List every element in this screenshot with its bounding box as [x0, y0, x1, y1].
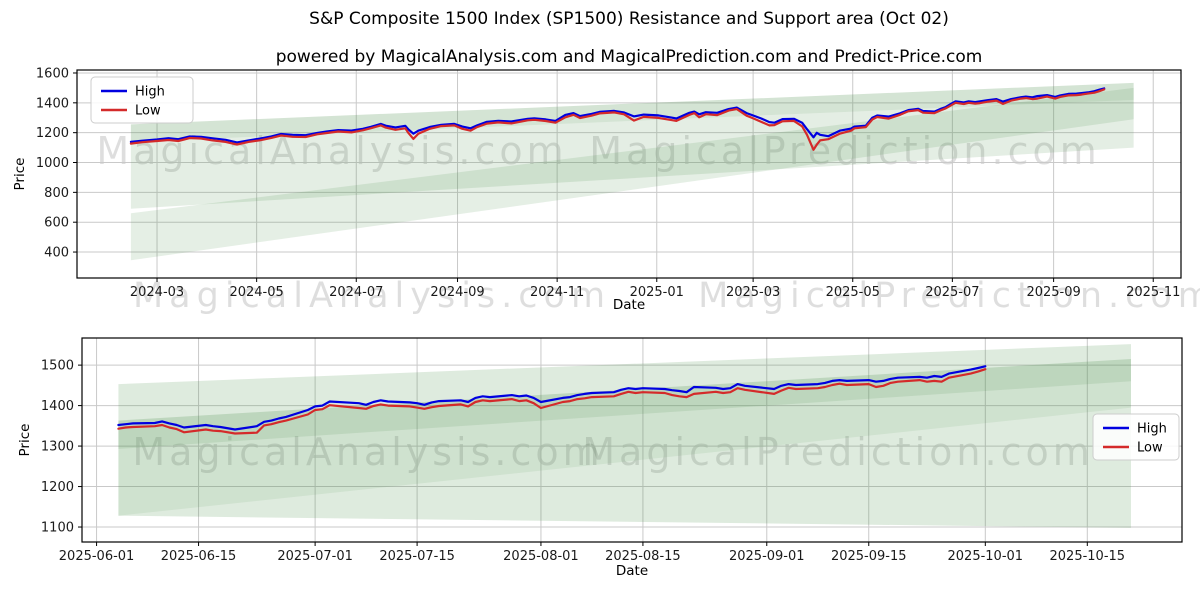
figure-subtitle: powered by MagicalAnalysis.com and Magic… [275, 47, 983, 67]
support-resistance-band [130, 82, 1134, 142]
bottom-chart-xlabel: Date [615, 563, 649, 579]
y-tick-label: 1600 [36, 66, 69, 81]
support-resistance-band [130, 87, 1134, 261]
support-resistance-band [130, 99, 1134, 209]
x-tick-label: 2025-10-15 [1050, 549, 1126, 564]
y-tick-label: 1200 [41, 480, 74, 495]
x-tick-label: 2024-03 [130, 285, 184, 300]
x-tick-label: 2025-01 [630, 285, 684, 300]
x-tick-label: 2025-07-01 [277, 549, 353, 564]
legend-label: High [135, 85, 165, 100]
x-tick-label: 2025-09-01 [729, 549, 805, 564]
x-tick-label: 2025-07 [925, 285, 979, 300]
low-line [129, 88, 1106, 151]
x-tick-label: 2025-11 [1126, 285, 1180, 300]
x-tick-label: 2025-08-15 [605, 549, 681, 564]
x-tick-label: 2024-07 [329, 285, 383, 300]
x-tick-label: 2024-05 [229, 285, 283, 300]
watermark-prediction-middle: MagicalPrediction.com [698, 276, 1200, 316]
low-line [117, 368, 987, 435]
watermark-prediction-bottom: MagicalPrediction.com [582, 430, 1094, 474]
plot-border [81, 337, 1183, 543]
watermark-analysis-bottom: MagicalAnalysis.com [132, 430, 604, 474]
y-tick-label: 1500 [41, 359, 74, 374]
y-tick-label: 800 [44, 186, 69, 201]
legend-box [1092, 413, 1180, 461]
x-tick-label: 2025-09-15 [831, 549, 907, 564]
watermark-prediction-top: MagicalPrediction.com [589, 129, 1101, 173]
x-tick-label: 2025-06-15 [161, 549, 237, 564]
legend-label: High [1137, 422, 1167, 437]
legend-label: Low [1137, 441, 1163, 456]
x-tick-label: 2024-09 [430, 285, 484, 300]
x-tick-label: 2025-07-15 [379, 549, 455, 564]
x-tick-label: 2025-03 [726, 285, 780, 300]
watermark-analysis-middle: MagicalAnalysis.com [132, 276, 612, 316]
high-line [117, 365, 987, 431]
support-resistance-band [118, 344, 1132, 528]
y-tick-label: 600 [44, 216, 69, 231]
y-tick-label: 1200 [36, 126, 69, 141]
bottom-chart-ylabel: Price [17, 423, 33, 457]
y-tick-label: 1100 [41, 521, 74, 536]
y-tick-label: 1400 [36, 96, 69, 111]
top-chart-xlabel: Date [612, 297, 646, 313]
high-line [129, 87, 1106, 144]
y-tick-label: 1000 [36, 156, 69, 171]
plot-border [76, 69, 1182, 279]
x-tick-label: 2025-09 [1026, 285, 1080, 300]
legend-box [90, 76, 194, 124]
x-tick-label: 2024-11 [530, 285, 584, 300]
y-tick-label: 1400 [41, 399, 74, 414]
x-tick-label: 2025-05 [826, 285, 880, 300]
support-resistance-band [118, 381, 1132, 516]
watermark-analysis-top: MagicalAnalysis.com [96, 129, 568, 173]
x-tick-label: 2025-08-01 [503, 549, 579, 564]
x-tick-label: 2025-10-01 [948, 549, 1024, 564]
y-tick-label: 1300 [41, 440, 74, 455]
y-tick-label: 400 [44, 246, 69, 261]
figure-title: S&P Composite 1500 Index (SP1500) Resist… [309, 9, 949, 29]
top-chart-ylabel: Price [12, 157, 28, 191]
x-tick-label: 2025-06-01 [59, 549, 135, 564]
legend-label: Low [135, 104, 161, 119]
